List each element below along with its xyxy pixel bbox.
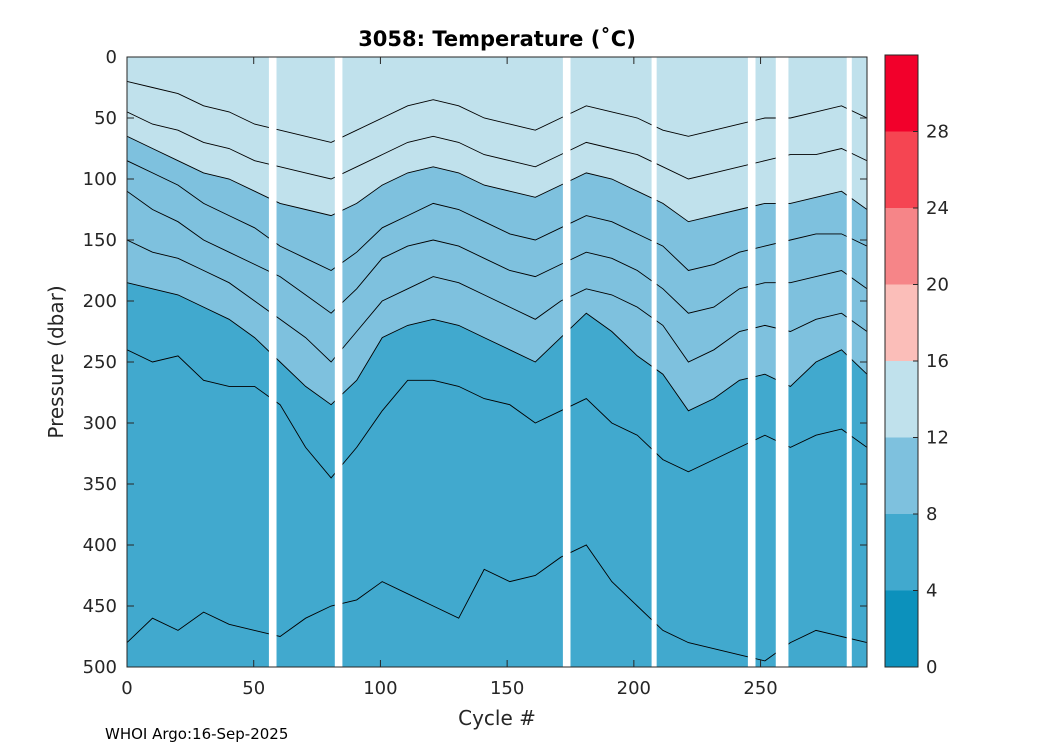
isotherm-9 [127, 239, 867, 363]
data-gap [334, 57, 343, 667]
isotherm-7 [127, 349, 867, 479]
isotherm-11 [127, 160, 867, 272]
data-gap [651, 57, 657, 667]
y-tick-label: 350 [83, 474, 117, 495]
colorbar: 0 4 8 12 16 20 24 28 [884, 54, 949, 678]
y-tick-label: 0 [106, 47, 117, 68]
data-gap [747, 57, 756, 667]
y-tick-label: 200 [83, 291, 117, 312]
y-tick-label: 250 [83, 352, 117, 373]
x-tick-label: 0 [121, 678, 132, 699]
y-axis: 0 50 100 150 200 250 300 350 400 450 500 [83, 47, 867, 678]
x-tick-label: 150 [490, 678, 524, 699]
x-tick-label: 200 [617, 678, 651, 699]
data-gap [268, 57, 277, 667]
colorbar-level [885, 437, 918, 514]
colorbar-tick-label: 16 [926, 351, 949, 372]
colorbar-level [885, 55, 918, 132]
x-axis: 0 50 100 150 200 250 [121, 57, 778, 699]
data-gap [562, 57, 571, 667]
x-tick-label: 250 [743, 678, 777, 699]
y-tick-label: 150 [83, 230, 117, 251]
colorbar-level [885, 514, 918, 591]
y-tick-label: 50 [94, 108, 117, 129]
isotherm-13 [127, 111, 867, 180]
isotherm-8 [127, 282, 867, 412]
data-gap [846, 57, 852, 667]
plot-area [127, 57, 867, 667]
colorbar-tick-label: 28 [926, 122, 949, 143]
colorbar-tick-label: 4 [926, 581, 937, 602]
y-axis-label: Pressure (dbar) [44, 285, 68, 438]
colorbar-tick-label: 8 [926, 504, 937, 525]
x-axis-label: Cycle # [458, 706, 536, 730]
y-tick-label: 500 [83, 657, 117, 678]
colorbar-level [885, 208, 918, 285]
data-gap [775, 57, 789, 667]
isotherm-12 [127, 135, 867, 223]
isotherm-10 [127, 190, 867, 314]
colorbar-level [885, 361, 918, 438]
isotherm-6 [127, 544, 867, 662]
colorbar-tick-label: 12 [926, 428, 949, 449]
colorbar-tick-label: 20 [926, 275, 949, 296]
y-tick-label: 400 [83, 535, 117, 556]
isotherm-14 [127, 80, 867, 143]
colorbar-level [885, 590, 918, 667]
y-tick-label: 450 [83, 596, 117, 617]
footer-credit: WHOI Argo:16-Sep-2025 [105, 725, 289, 743]
contour-field [127, 57, 867, 667]
band-above-14 [127, 57, 867, 143]
colorbar-tick-label: 24 [926, 198, 949, 219]
colorbar-level [885, 284, 918, 361]
colorbar-level [885, 131, 918, 208]
y-tick-label: 100 [83, 169, 117, 190]
colorbar-tick-label: 0 [926, 657, 937, 678]
chart-title: 3058: Temperature (˚C) [358, 27, 636, 51]
x-tick-label: 50 [242, 678, 265, 699]
y-tick-label: 300 [83, 413, 117, 434]
x-tick-label: 100 [363, 678, 397, 699]
